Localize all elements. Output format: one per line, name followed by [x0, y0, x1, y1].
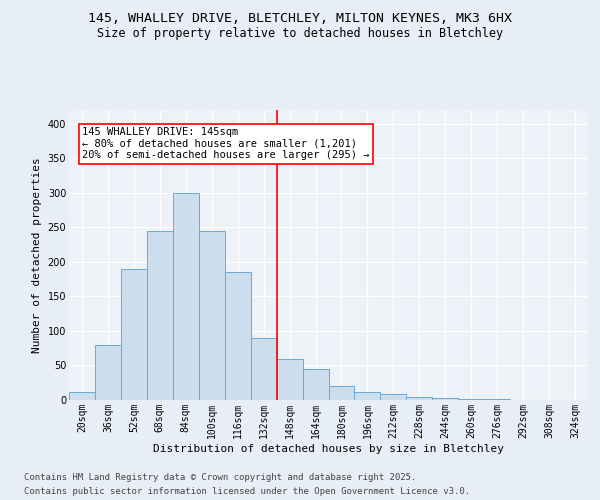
Bar [173, 193, 199, 400]
Bar [251, 338, 277, 400]
Text: 145, WHALLEY DRIVE, BLETCHLEY, MILTON KEYNES, MK3 6HX: 145, WHALLEY DRIVE, BLETCHLEY, MILTON KE… [88, 12, 512, 26]
Bar [302, 369, 329, 400]
Bar [433, 398, 458, 400]
Text: Contains public sector information licensed under the Open Government Licence v3: Contains public sector information licen… [24, 487, 470, 496]
Bar [458, 398, 484, 400]
Bar [121, 269, 147, 400]
Bar [147, 231, 173, 400]
Bar [406, 396, 432, 400]
Bar [277, 358, 302, 400]
Bar [225, 272, 251, 400]
Bar [199, 231, 224, 400]
Bar [329, 386, 355, 400]
Text: 145 WHALLEY DRIVE: 145sqm
← 80% of detached houses are smaller (1,201)
20% of se: 145 WHALLEY DRIVE: 145sqm ← 80% of detac… [82, 128, 370, 160]
Bar [355, 392, 380, 400]
Bar [69, 392, 95, 400]
X-axis label: Distribution of detached houses by size in Bletchley: Distribution of detached houses by size … [153, 444, 504, 454]
Text: Size of property relative to detached houses in Bletchley: Size of property relative to detached ho… [97, 28, 503, 40]
Bar [380, 394, 406, 400]
Bar [95, 345, 121, 400]
Y-axis label: Number of detached properties: Number of detached properties [32, 157, 42, 353]
Text: Contains HM Land Registry data © Crown copyright and database right 2025.: Contains HM Land Registry data © Crown c… [24, 474, 416, 482]
